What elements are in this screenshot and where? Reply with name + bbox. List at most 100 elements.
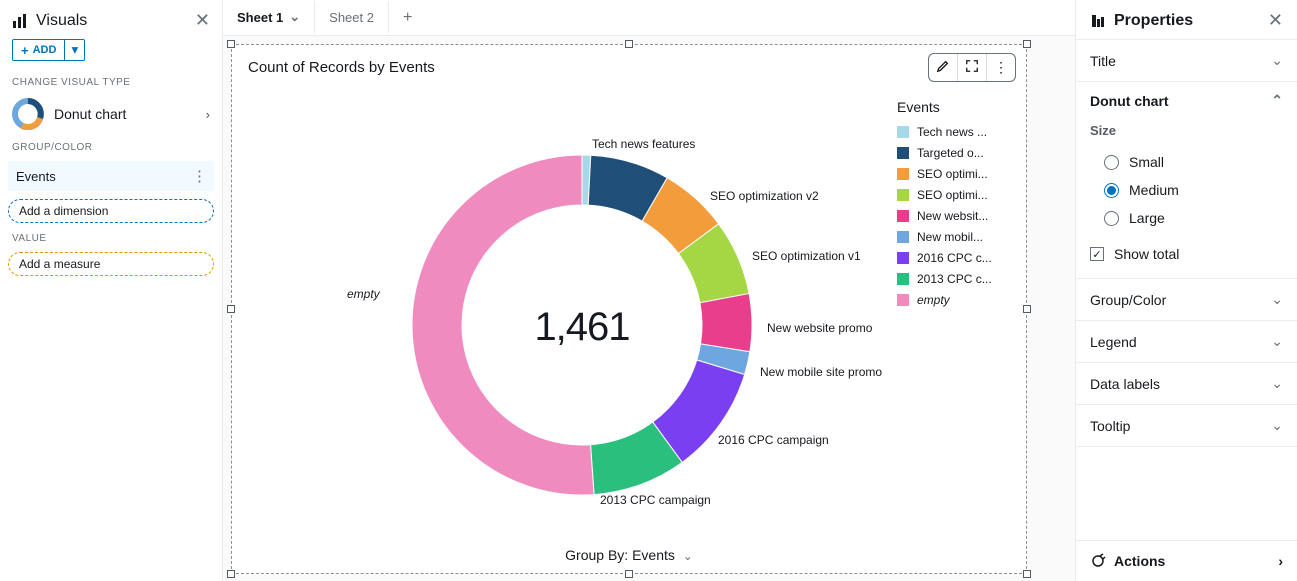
group-field-events[interactable]: Events ⋮: [8, 161, 214, 191]
add-visual-dropdown[interactable]: ▾: [65, 39, 85, 61]
legend-swatch: [897, 294, 909, 306]
chevron-down-icon: ⌄: [1271, 375, 1283, 392]
legend-item-targeted[interactable]: Targeted o...: [897, 146, 1012, 160]
legend-text: Tech news ...: [917, 125, 987, 139]
group-by-footer[interactable]: Group By: Events ⌄: [232, 547, 1026, 563]
checkbox-label: Show total: [1114, 246, 1179, 262]
legend-item-empty[interactable]: empty: [897, 293, 1012, 307]
size-medium-radio[interactable]: Medium: [1090, 176, 1283, 204]
add-visual-button[interactable]: +ADD: [12, 39, 65, 61]
prop-label: Title: [1090, 53, 1116, 69]
legend-text: 2013 CPC c...: [917, 272, 992, 286]
legend-swatch: [897, 231, 909, 243]
slice-label-seo_v2: SEO optimization v2: [710, 189, 819, 203]
add-measure-button[interactable]: Add a measure: [8, 252, 214, 276]
visuals-title: Visuals: [12, 12, 87, 30]
chevron-up-icon[interactable]: ⌃: [1271, 92, 1283, 109]
edit-visual-button[interactable]: [929, 54, 957, 81]
actions-icon: [1090, 553, 1106, 569]
prop-label: Tooltip: [1090, 418, 1130, 434]
tab-sheet-1[interactable]: Sheet 1 ⌄: [223, 1, 315, 35]
resize-handle[interactable]: [1023, 40, 1031, 48]
group-field-name: Events: [16, 169, 56, 184]
legend-item-tech_news[interactable]: Tech news ...: [897, 125, 1012, 139]
legend-swatch: [897, 273, 909, 285]
radio-label: Large: [1129, 210, 1165, 226]
radio-icon: [1104, 211, 1119, 226]
prop-tooltip-row[interactable]: Tooltip ⌄: [1076, 405, 1297, 447]
group-by-text: Group By: Events: [565, 547, 675, 563]
sheet-tabs: Sheet 1 ⌄ Sheet 2 +: [223, 0, 1075, 36]
size-large-radio[interactable]: Large: [1090, 204, 1283, 232]
dots-icon: ⋮: [994, 59, 1008, 75]
prop-group-row[interactable]: Group/Color⌄: [1076, 279, 1297, 321]
prop-label: Data labels: [1090, 376, 1160, 392]
legend-text: empty: [917, 293, 950, 307]
legend-title: Events: [897, 99, 1012, 115]
pencil-icon: [936, 59, 950, 73]
add-sheet-button[interactable]: +: [389, 1, 426, 35]
prop-labels-row[interactable]: Data labels ⌄: [1076, 363, 1297, 405]
chevron-right-icon: ›: [1278, 553, 1283, 569]
change-type-label: CHANGE VISUAL TYPE: [0, 71, 222, 92]
legend-item-seo_v1[interactable]: SEO optimi...: [897, 188, 1012, 202]
resize-handle[interactable]: [227, 40, 235, 48]
chevron-down-icon: ⌄: [1271, 291, 1283, 308]
legend-item-new_website[interactable]: New websit...: [897, 209, 1012, 223]
resize-handle[interactable]: [227, 570, 235, 578]
chevron-down-icon[interactable]: ⌄: [289, 9, 300, 25]
close-properties-button[interactable]: ✕: [1268, 10, 1283, 31]
radio-label: Medium: [1129, 182, 1179, 198]
legend-swatch: [897, 147, 909, 159]
chevron-down-icon: ⌄: [1271, 417, 1283, 434]
prop-legend-row[interactable]: Legend⌄: [1076, 321, 1297, 363]
close-visuals-button[interactable]: ✕: [195, 10, 210, 31]
chevron-down-icon: ⌄: [683, 549, 693, 563]
add-label: ADD: [33, 44, 57, 56]
prop-actions-row[interactable]: Actions ›: [1076, 540, 1297, 581]
properties-icon: [1090, 13, 1106, 29]
visual-type-selector[interactable]: Donut chart ›: [0, 92, 222, 136]
properties-panel: Properties ✕ Title⌄ Donut chart⌃ Size Sm…: [1075, 0, 1297, 581]
legend: Events Tech news ... Targeted o... SEO opt…: [897, 99, 1012, 314]
visuals-panel: Visuals ✕ +ADD ▾ CHANGE VISUAL TYPE Donu…: [0, 0, 223, 581]
legend-text: Targeted o...: [917, 146, 984, 160]
legend-text: New mobil...: [917, 230, 983, 244]
prop-donut-section: Donut chart⌃ Size Small Medium Large ✓Sh…: [1076, 82, 1297, 279]
legend-item-seo_v2[interactable]: SEO optimi...: [897, 167, 1012, 181]
chevron-down-icon: ⌄: [1271, 333, 1283, 350]
donut-slice-new_website[interactable]: [700, 294, 752, 352]
legend-item-cpc_2013[interactable]: 2013 CPC c...: [897, 272, 1012, 286]
visual-container[interactable]: Count of Records by Events ⋮ 1,461 Tech …: [231, 44, 1027, 574]
tab-label: Sheet 1: [237, 10, 283, 25]
group-color-label: GROUP/COLOR: [0, 136, 222, 157]
resize-handle[interactable]: [625, 40, 633, 48]
tab-sheet-2[interactable]: Sheet 2: [315, 2, 389, 33]
prop-label: Actions: [1114, 553, 1165, 569]
properties-title: Properties: [1090, 12, 1193, 30]
add-dimension-button[interactable]: Add a dimension: [8, 199, 214, 223]
show-total-checkbox[interactable]: ✓Show total: [1090, 232, 1283, 262]
slice-label-empty: empty: [347, 287, 380, 301]
prop-title-row[interactable]: Title⌄: [1076, 40, 1297, 82]
donut-chart-icon: [12, 98, 44, 130]
visual-menu-button[interactable]: ⋮: [986, 54, 1015, 81]
field-menu-icon[interactable]: ⋮: [192, 167, 206, 185]
maximize-visual-button[interactable]: [957, 54, 986, 81]
expand-icon: [965, 59, 979, 73]
legend-item-new_mobile[interactable]: New mobil...: [897, 230, 1012, 244]
legend-swatch: [897, 252, 909, 264]
legend-item-cpc_2016[interactable]: 2016 CPC c...: [897, 251, 1012, 265]
radio-label: Small: [1129, 154, 1164, 170]
radio-icon: [1104, 183, 1119, 198]
size-small-radio[interactable]: Small: [1090, 148, 1283, 176]
legend-swatch: [897, 210, 909, 222]
value-label: VALUE: [0, 227, 222, 248]
legend-swatch: [897, 189, 909, 201]
resize-handle[interactable]: [1023, 570, 1031, 578]
properties-title-text: Properties: [1114, 12, 1193, 30]
resize-handle[interactable]: [625, 570, 633, 578]
slice-label-cpc_2016: 2016 CPC campaign: [718, 433, 829, 447]
legend-text: New websit...: [917, 209, 988, 223]
slice-label-tech_news: Tech news features: [592, 137, 695, 151]
